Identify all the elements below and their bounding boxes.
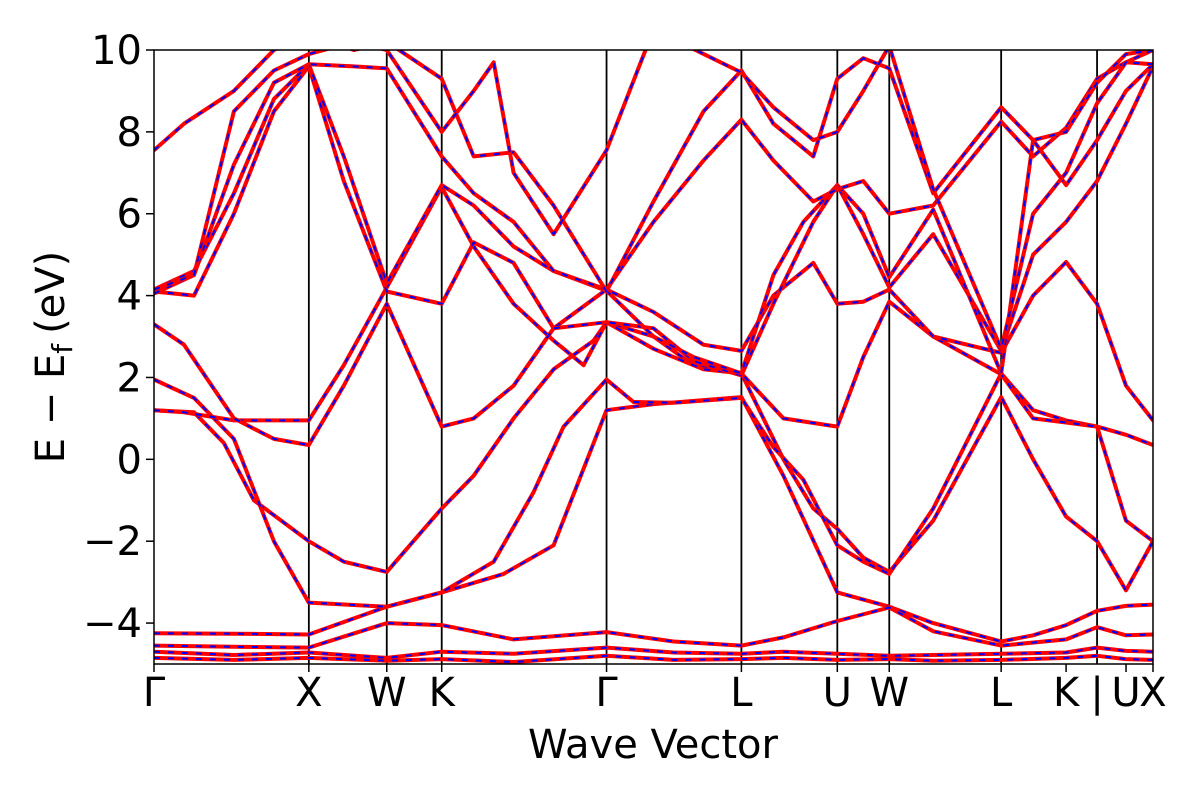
band-line-blue-7: [154, 261, 1153, 446]
band-line-blue-8: [154, 65, 1153, 377]
band-line-blue-4: [154, 321, 1153, 592]
band-line-red-1: [154, 605, 1153, 650]
x-tick-label-11: U: [1111, 670, 1140, 716]
x-tick-label-2: W: [367, 670, 407, 716]
y-axis-label: E − Ef (eV): [28, 251, 79, 464]
y-axis-ticks: −4 −2 0 2 4 6 8 10: [83, 28, 154, 647]
x-tick-label-9: K: [1053, 670, 1081, 716]
band-line-red-10: [154, 60, 1153, 296]
y-tick-label-6: 8: [117, 110, 142, 156]
x-axis-ticks: Γ X W K Γ L U W L K | UX: [143, 664, 1167, 716]
x-tick-label-1: X: [295, 670, 322, 716]
band-line-blue-5: [154, 372, 1153, 608]
x-tick-label-8: L: [990, 670, 1013, 716]
band-line-blue-0: [154, 396, 1153, 643]
band-line-red-0: [154, 395, 1153, 644]
y-axis-label-unit: (eV): [28, 251, 74, 334]
band-line-blue-6: [154, 186, 1153, 446]
band-line-red-2: [154, 645, 1153, 660]
band-line-blue-12: [154, 50, 1153, 350]
x-axis-label: Wave Vector: [528, 722, 779, 768]
y-tick-label-5: 6: [117, 192, 142, 238]
plot-frame: [153, 49, 1154, 665]
y-tick-label-4: 4: [117, 274, 142, 320]
kpoint-divider-lines: [307, 50, 1098, 664]
band-line-blue-10: [154, 61, 1153, 295]
x-tick-label-6: U: [823, 670, 852, 716]
band-line-red-6: [154, 185, 1153, 447]
band-line-red-3: [154, 653, 1153, 664]
y-tick-label-7: 10: [91, 28, 142, 74]
band-line-blue-9: [154, 63, 1153, 375]
x-tick-label-5: L: [730, 670, 753, 716]
band-lines: [154, 50, 1153, 664]
y-tick-label-3: 2: [117, 355, 142, 401]
x-tick-label-0: Γ: [143, 670, 166, 716]
x-tick-label-12: X: [1139, 670, 1166, 716]
x-tick-label-10: |: [1090, 670, 1103, 716]
band-line-red-12: [154, 50, 1153, 351]
x-tick-label-3: K: [429, 670, 457, 716]
y-tick-label-1: −2: [83, 519, 142, 565]
band-line-red-11: [154, 50, 1153, 294]
x-tick-label-4: Γ: [595, 670, 618, 716]
x-tick-label-7: W: [869, 670, 909, 716]
band-line-red-5: [154, 371, 1153, 609]
y-axis-label-subscript: f: [46, 343, 79, 354]
y-tick-label-0: −4: [83, 601, 142, 647]
y-axis-label-main: E − E: [28, 354, 74, 464]
y-tick-label-2: 0: [117, 437, 142, 483]
